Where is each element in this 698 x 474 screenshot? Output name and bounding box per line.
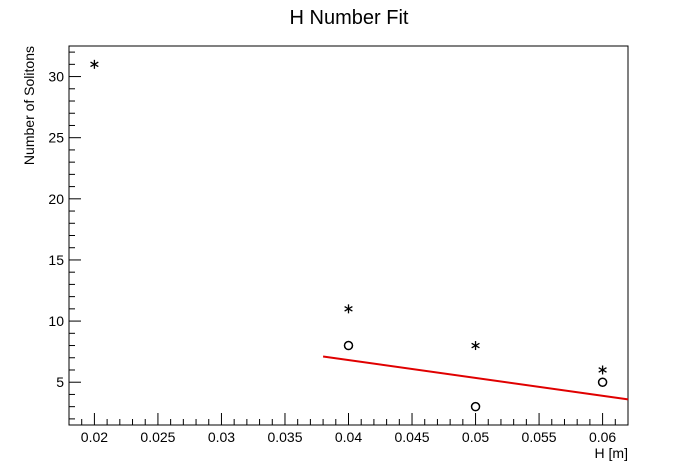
x-axis-label: H [m]	[595, 445, 628, 461]
x-tick-label: 0.035	[267, 429, 302, 445]
x-tick-label: 0.02	[81, 429, 108, 445]
chart-title: H Number Fit	[290, 7, 409, 29]
fit-line-group	[322, 355, 629, 401]
x-tick-label: 0.045	[394, 429, 429, 445]
circle-marker	[470, 401, 481, 412]
star-marker	[471, 341, 480, 351]
x-tick-label: 0.03	[208, 429, 235, 445]
plot-frame	[68, 45, 629, 426]
y-axis: 5 10 15 20 25 30	[48, 51, 81, 420]
y-axis-label: Number of Solitons	[21, 46, 37, 165]
x-tick-label: 0.055	[522, 429, 557, 445]
circle-marker	[343, 340, 354, 351]
y-tick-label: 25	[48, 130, 64, 146]
y-tick-label: 15	[48, 252, 64, 268]
x-axis: 0.02 0.025 0.03 0.035 0.04 0.045 0.05 0.055 0.06	[68, 413, 629, 445]
y-tick-label: 10	[48, 313, 64, 329]
x-tick-label: 0.05	[462, 429, 489, 445]
y-tick-label: 20	[48, 191, 64, 207]
fit-line	[322, 355, 629, 401]
star-marker	[344, 304, 353, 314]
star-marker	[598, 365, 607, 375]
circle-marker	[597, 377, 608, 387]
star-marker	[90, 59, 99, 69]
data-points	[90, 59, 608, 412]
x-tick-label: 0.025	[140, 429, 175, 445]
y-tick-label: 5	[56, 374, 64, 390]
x-tick-label: 0.06	[589, 429, 616, 445]
y-tick-label: 30	[48, 69, 64, 85]
x-tick-label: 0.04	[335, 429, 362, 445]
